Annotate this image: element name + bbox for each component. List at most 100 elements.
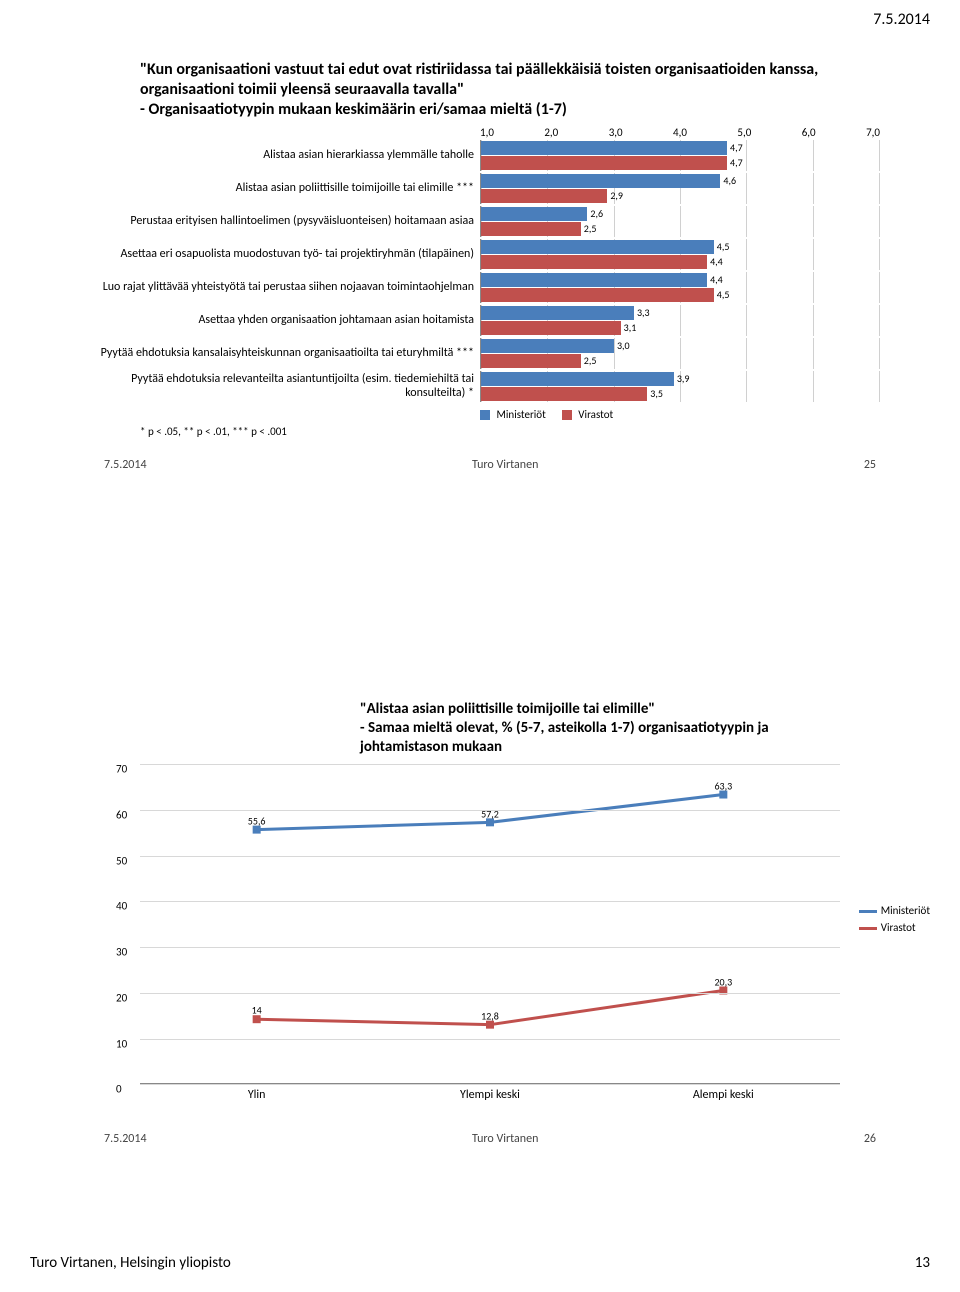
bar-value: 4,6 [720, 174, 736, 188]
legend-line-swatch [859, 910, 877, 913]
slide1-footer-num: 25 [864, 458, 876, 472]
bar-value: 3,5 [647, 387, 663, 401]
bar-value: 2,5 [581, 222, 597, 236]
x-tick: 4,0 [673, 126, 687, 139]
bar-m: 4,5 [481, 240, 714, 254]
bar-value: 2,6 [587, 207, 603, 221]
bar-value: 3,1 [621, 321, 637, 335]
point-label: 14 [252, 1004, 262, 1017]
point-label: 20,3 [714, 975, 732, 988]
x-category: Alempi keski [607, 1088, 840, 1102]
legend-line-swatch [859, 927, 877, 930]
bar-row: Pyytää ehdotuksia kansalaisyhteiskunnan … [100, 338, 880, 369]
bar-v: 4,4 [481, 255, 707, 269]
point-label: 55,6 [248, 814, 266, 827]
bar-v: 2,5 [481, 354, 581, 368]
slide-25: "Kun organisaationi vastuut tai edut ova… [100, 60, 880, 600]
slide1-footer-author: Turo Virtanen [472, 458, 538, 472]
slide1-footer: 7.5.2014 Turo Virtanen 25 [100, 458, 880, 472]
bar-m: 3,3 [481, 306, 634, 320]
significance-footnote: * p < .05, ** p < .01, *** p < .001 [140, 425, 880, 438]
x-category: Ylin [140, 1088, 373, 1102]
x-tick: 5,0 [737, 126, 751, 139]
chart1-legend: Ministeriöt Virastot [480, 404, 880, 421]
horizontal-bar-chart: 1,0 2,0 3,0 4,0 5,0 6,0 7,0 Alistaa asian hiera… [100, 124, 880, 402]
bar-row-label: Perustaa erityisen hallintoelimen (pysyv… [100, 206, 480, 237]
chart2-x-labels: YlinYlempi keskiAlempi keski [140, 1084, 840, 1102]
legend-item: Virastot [859, 921, 930, 934]
bar-m: 4,7 [481, 141, 727, 155]
legend-swatch-ministeriot [480, 410, 490, 420]
bar-m: 3,9 [481, 372, 674, 386]
bar-v: 4,7 [481, 156, 727, 170]
bar-v: 2,9 [481, 189, 607, 203]
point-label: 57,2 [481, 807, 499, 820]
x-tick: 1,0 [480, 126, 494, 139]
bar-row-label: Alistaa asian poliittisille toimijoille … [100, 173, 480, 204]
slide1-footer-date: 7.5.2014 [104, 458, 147, 472]
bar-value: 2,5 [581, 354, 597, 368]
chart1-title: "Kun organisaationi vastuut tai edut ova… [140, 60, 840, 120]
x-category: Ylempi keski [373, 1088, 606, 1102]
bar-m: 3,0 [481, 339, 614, 353]
page-footer: Turo Virtanen, Helsingin yliopisto 13 [30, 1254, 930, 1272]
bar-value: 3,9 [674, 372, 690, 386]
bar-value: 3,3 [634, 306, 650, 320]
slide2-footer: 7.5.2014 Turo Virtanen 26 [100, 1132, 880, 1146]
slide-26: "Alistaa asian poliittisille toimijoille… [100, 700, 880, 1200]
bar-row: Perustaa erityisen hallintoelimen (pysyv… [100, 206, 880, 237]
y-tick: 60 [116, 808, 127, 821]
bar-v: 3,1 [481, 321, 621, 335]
slide2-footer-date: 7.5.2014 [104, 1132, 147, 1146]
legend-swatch-virastot [562, 410, 572, 420]
bar-row: Asettaa eri osapuolista muodostuvan työ-… [100, 239, 880, 270]
bar-row-label: Alistaa asian hierarkiassa ylemmälle tah… [100, 140, 480, 171]
bar-v: 2,5 [481, 222, 581, 236]
x-tick: 6,0 [802, 126, 816, 139]
x-tick: 2,0 [544, 126, 558, 139]
bar-row-label: Luo rajat ylittävää yhteistyötä tai peru… [100, 272, 480, 303]
bar-value: 4,5 [714, 240, 730, 254]
bar-m: 2,6 [481, 207, 587, 221]
bar-row: Luo rajat ylittävää yhteistyötä tai peru… [100, 272, 880, 303]
legend-ministeriot: Ministeriöt [480, 408, 546, 421]
y-tick: 70 [116, 763, 127, 776]
point-label: 63,3 [714, 779, 732, 792]
bar-row: Pyytää ehdotuksia relevanteilta asiantun… [100, 371, 880, 402]
bar-row: Alistaa asian poliittisille toimijoille … [100, 173, 880, 204]
legend-item: Ministeriöt [859, 904, 930, 917]
slide2-footer-num: 26 [864, 1132, 876, 1146]
bar-row-label: Pyytää ehdotuksia relevanteilta asiantun… [100, 371, 480, 402]
bar-row-label: Asettaa eri osapuolista muodostuvan työ-… [100, 239, 480, 270]
bar-m: 4,4 [481, 273, 707, 287]
bar-row-label: Pyytää ehdotuksia kansalaisyhteiskunnan … [100, 338, 480, 369]
x-tick: 3,0 [609, 126, 623, 139]
slide2-footer-author: Turo Virtanen [472, 1132, 538, 1146]
bar-row: Alistaa asian hierarkiassa ylemmälle tah… [100, 140, 880, 171]
page-date: 7.5.2014 [873, 10, 930, 29]
y-tick: 50 [116, 854, 127, 867]
y-tick: 40 [116, 900, 127, 913]
point-label: 12,8 [481, 1009, 499, 1022]
bar-value: 4,7 [727, 141, 743, 155]
chart2-title: "Alistaa asian poliittisille toimijoille… [360, 700, 810, 756]
y-tick: 0 [116, 1083, 122, 1096]
bar-row-label: Asettaa yhden organisaation johtamaan as… [100, 305, 480, 336]
bar-v: 3,5 [481, 387, 647, 401]
bar-m: 4,6 [481, 174, 720, 188]
legend-label-ministeriot: Ministeriöt [497, 408, 546, 421]
bar-value: 4,5 [714, 288, 730, 302]
y-tick: 20 [116, 991, 127, 1004]
bar-value: 4,4 [707, 255, 723, 269]
page-footer-right: 13 [915, 1254, 930, 1272]
bar-value: 3,0 [614, 339, 630, 353]
bar-value: 4,4 [707, 273, 723, 287]
legend-virastot: Virastot [562, 408, 613, 421]
y-tick: 30 [116, 946, 127, 959]
bar-value: 2,9 [607, 189, 623, 203]
bar-value: 4,7 [727, 156, 743, 170]
y-tick: 10 [116, 1037, 127, 1050]
bar-v: 4,5 [481, 288, 714, 302]
legend-label-virastot: Virastot [578, 408, 613, 421]
x-tick: 7,0 [866, 126, 880, 139]
